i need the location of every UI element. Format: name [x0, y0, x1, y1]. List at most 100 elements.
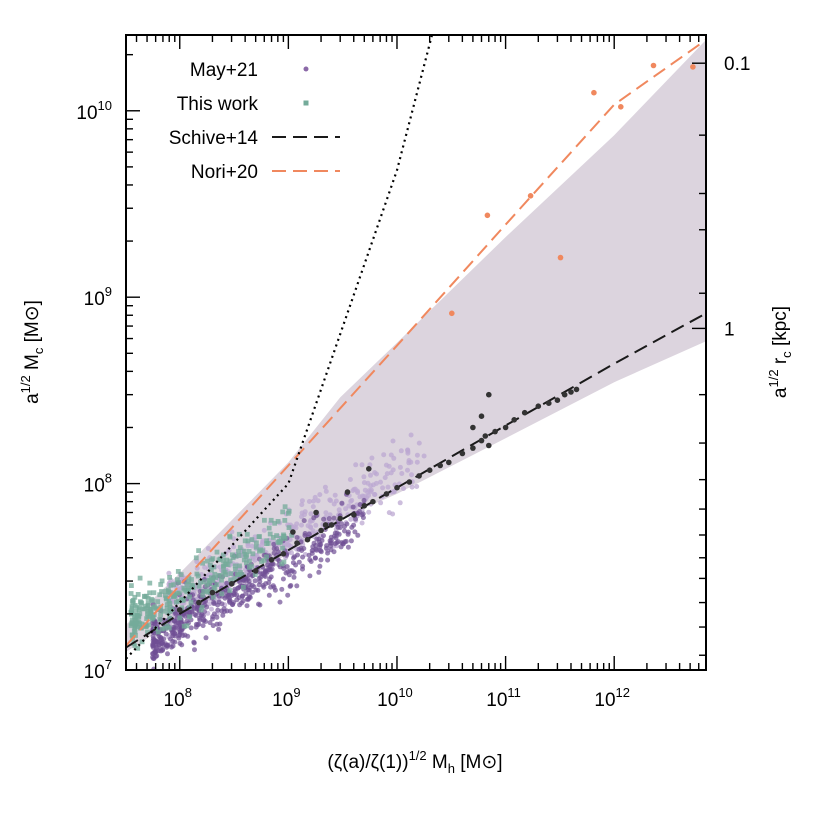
may21-point [226, 547, 232, 553]
this-work-point [129, 604, 135, 609]
may21-point [349, 497, 355, 503]
may21-point [353, 516, 358, 522]
this-work-point [221, 569, 226, 575]
this-work-point [250, 551, 256, 557]
may21-point [308, 525, 314, 531]
may21-point [331, 501, 337, 507]
this-work-point [175, 577, 180, 582]
may21-point [308, 511, 314, 517]
may21-point [336, 507, 342, 513]
data-point [478, 437, 485, 444]
this-work-point [153, 606, 159, 611]
this-work-point [198, 579, 203, 585]
may21-point [353, 462, 359, 468]
may21-point [227, 600, 233, 605]
may21-point [275, 549, 281, 555]
data-point [690, 64, 696, 70]
may21-point [256, 582, 262, 588]
this-work-point [241, 557, 247, 563]
this-work-point [145, 611, 150, 616]
data-point [511, 417, 517, 423]
may21-point [150, 643, 156, 649]
this-work-point [272, 520, 278, 526]
this-work-point [132, 623, 138, 629]
may21-point [368, 483, 374, 489]
may21-point [280, 576, 286, 582]
may21-point [232, 586, 238, 592]
may21-point [355, 490, 361, 496]
may21-point [214, 614, 220, 620]
may21-point [308, 559, 314, 564]
may21-point [361, 480, 367, 486]
may21-point [346, 503, 352, 509]
may21-point [200, 623, 206, 629]
this-work-point [157, 617, 163, 622]
may21-point [256, 575, 262, 581]
this-work-point [137, 611, 143, 617]
data-point [290, 529, 296, 535]
y-tick-label: 1010 [76, 98, 112, 124]
this-work-point [186, 575, 192, 581]
this-work-point [228, 571, 234, 576]
data-point [328, 522, 335, 528]
may21-point [318, 542, 324, 547]
may21-point [165, 651, 170, 657]
this-work-point [130, 598, 135, 604]
may21-point [421, 453, 427, 459]
this-work-point [216, 573, 222, 578]
this-work-point [132, 594, 138, 600]
this-work-point [245, 538, 251, 544]
data-point [209, 589, 216, 596]
may21-point [216, 599, 222, 605]
may21-point [325, 550, 331, 556]
this-work-point [135, 592, 141, 597]
x-tick-label: 1010 [377, 685, 413, 711]
this-work-point [178, 572, 184, 577]
this-work-point [164, 602, 170, 607]
this-work-point [164, 605, 170, 611]
this-work-point [259, 559, 264, 564]
may21-point [227, 608, 233, 614]
may21-point [309, 550, 315, 556]
this-work-point [254, 540, 259, 546]
may21-point [414, 452, 420, 458]
may21-point [179, 642, 185, 648]
data-point [446, 459, 452, 466]
line-layer [126, 35, 706, 660]
may21-point [216, 626, 222, 632]
may21-point [249, 543, 255, 549]
this-work-point [159, 589, 164, 594]
this-work-point [267, 531, 273, 537]
this-work-point [210, 578, 216, 583]
legend-label: Nori+20 [191, 162, 258, 183]
may21-point [409, 472, 414, 478]
may21-point [252, 578, 258, 584]
may21-point [268, 561, 274, 567]
this-work-point [133, 609, 139, 614]
this-work-point [129, 583, 134, 588]
this-work-point [264, 541, 269, 546]
this-work-point [181, 623, 187, 629]
may21-point [416, 440, 422, 446]
this-work-point [241, 584, 246, 590]
this-work-point [142, 594, 148, 600]
data-point [470, 424, 476, 431]
data-point [426, 467, 433, 474]
may21-point [317, 492, 323, 498]
may21-point [405, 450, 411, 456]
may21-point [153, 654, 159, 659]
legend-square-marker [303, 100, 309, 106]
this-work-point [206, 581, 212, 586]
may21-point [397, 500, 403, 506]
this-work-point [196, 548, 201, 553]
may21-point [225, 592, 231, 597]
may21-point [372, 470, 378, 476]
may21-point [359, 462, 365, 468]
may21-point [351, 486, 357, 492]
this-work-point [280, 509, 286, 515]
this-work-point [135, 645, 141, 651]
data-point [196, 599, 202, 606]
may21-point [271, 550, 277, 556]
data-point [568, 389, 574, 395]
schive-14-line [126, 312, 706, 649]
